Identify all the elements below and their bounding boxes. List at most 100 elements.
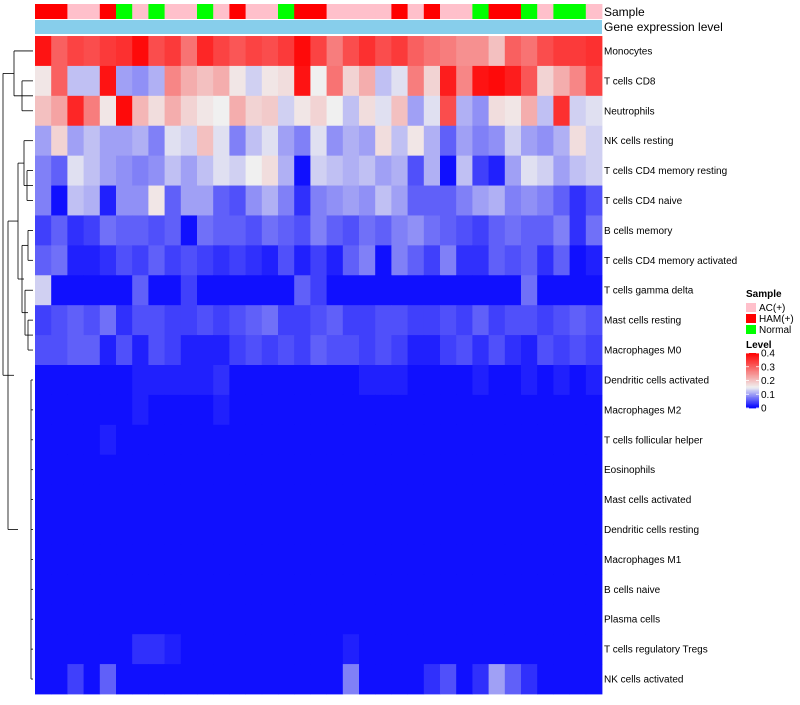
sample-annotation-cell bbox=[245, 4, 263, 19]
heatmap-cell bbox=[488, 604, 506, 635]
heatmap-cell bbox=[585, 125, 603, 157]
heatmap-cell bbox=[375, 365, 392, 396]
heatmap-cell bbox=[521, 664, 538, 695]
heatmap-cell bbox=[553, 95, 570, 127]
colorbar-step bbox=[746, 370, 759, 373]
heatmap-cell bbox=[310, 36, 327, 67]
heatmap-cell bbox=[391, 125, 408, 157]
heatmap-cell bbox=[359, 394, 376, 426]
heatmap-cell bbox=[148, 125, 165, 157]
heatmap-cell bbox=[423, 245, 441, 276]
heatmap-cell bbox=[197, 305, 214, 336]
heatmap-cell bbox=[229, 514, 246, 545]
heatmap-cell bbox=[294, 634, 311, 665]
heatmap-cell bbox=[342, 604, 360, 635]
heatmap-cell bbox=[197, 245, 214, 276]
heatmap-cell bbox=[116, 185, 133, 216]
heatmap-cell bbox=[116, 634, 133, 665]
heatmap-cell bbox=[229, 664, 246, 695]
heatmap-cell bbox=[51, 305, 68, 336]
heatmap-cell bbox=[342, 574, 360, 605]
heatmap-cell bbox=[164, 664, 182, 695]
heatmap-cell bbox=[51, 95, 68, 127]
heatmap-cell bbox=[472, 335, 489, 366]
heatmap-cell bbox=[278, 125, 295, 157]
heatmap-cell bbox=[391, 424, 408, 456]
sample-annotation-cell bbox=[375, 4, 392, 19]
heatmap-cell bbox=[116, 95, 133, 127]
heatmap-cell bbox=[488, 424, 506, 456]
heatmap-cell bbox=[83, 305, 101, 336]
colorbar-step bbox=[746, 406, 759, 409]
heatmap-cell bbox=[51, 514, 68, 545]
heatmap-cell bbox=[229, 544, 246, 575]
heatmap-cell bbox=[278, 664, 295, 695]
heatmap-cell bbox=[229, 245, 246, 276]
colorbar-step bbox=[746, 372, 759, 375]
expression-level-track bbox=[35, 20, 602, 34]
heatmap-cell bbox=[261, 215, 279, 246]
heatmap-cell bbox=[132, 514, 149, 545]
heatmap-cell bbox=[294, 95, 311, 127]
heatmap-cell bbox=[407, 65, 425, 97]
heatmap-cell bbox=[197, 394, 214, 426]
heatmap-cell bbox=[440, 155, 457, 186]
heatmap-cell bbox=[553, 484, 570, 515]
colorbar-step bbox=[746, 386, 759, 388]
heatmap-cell bbox=[116, 484, 133, 515]
heatmap-cell bbox=[67, 305, 84, 336]
colorbar-tick-label: 0.2 bbox=[761, 376, 775, 387]
heatmap-cell bbox=[148, 514, 165, 545]
heatmap-cell bbox=[67, 155, 84, 186]
heatmap-cell bbox=[213, 275, 230, 306]
heatmap-cell bbox=[213, 574, 230, 605]
sample-legend-title: Sample bbox=[746, 289, 782, 300]
heatmap-cell bbox=[375, 484, 392, 515]
heatmap-cell bbox=[83, 185, 101, 216]
colorbar-step bbox=[746, 361, 759, 364]
heatmap-cell bbox=[375, 65, 392, 97]
heatmap-cell bbox=[488, 335, 506, 366]
heatmap-cell bbox=[261, 65, 279, 97]
heatmap-cell bbox=[83, 604, 101, 635]
heatmap-cell bbox=[51, 394, 68, 426]
heatmap-cell bbox=[278, 454, 295, 486]
heatmap-cell bbox=[83, 574, 101, 605]
heatmap-cell bbox=[180, 245, 198, 276]
colorbar-step bbox=[746, 358, 759, 361]
heatmap-cell bbox=[375, 95, 392, 127]
heatmap-cell bbox=[245, 484, 263, 515]
heatmap-cell bbox=[116, 335, 133, 366]
heatmap-cell bbox=[51, 634, 68, 665]
heatmap-cell bbox=[504, 514, 522, 545]
heatmap-cell bbox=[423, 335, 441, 366]
heatmap-cell bbox=[504, 155, 522, 186]
heatmap-cell bbox=[229, 604, 246, 635]
colorbar-step bbox=[746, 398, 759, 401]
heatmap-cell bbox=[537, 365, 554, 396]
heatmap-cell bbox=[197, 125, 214, 157]
heatmap-cell bbox=[375, 155, 392, 186]
heatmap-cell bbox=[585, 65, 603, 97]
heatmap-cell bbox=[407, 664, 425, 695]
heatmap-cell bbox=[456, 185, 473, 216]
heatmap-cell bbox=[456, 155, 473, 186]
heatmap-cell bbox=[569, 185, 587, 216]
heatmap-cell bbox=[213, 95, 230, 127]
heatmap-cell bbox=[569, 125, 587, 157]
heatmap-cell bbox=[310, 424, 327, 456]
heatmap-cell bbox=[261, 125, 279, 157]
heatmap-cell bbox=[245, 604, 263, 635]
heatmap-cell bbox=[310, 215, 327, 246]
heatmap-cell bbox=[407, 95, 425, 127]
heatmap-cell bbox=[326, 424, 344, 456]
row-label: T cells CD4 naive bbox=[604, 196, 683, 207]
heatmap-cell bbox=[229, 424, 246, 456]
heatmap-cell bbox=[180, 155, 198, 186]
heatmap-cell bbox=[164, 36, 182, 67]
heatmap-cell bbox=[99, 604, 117, 635]
heatmap-cell bbox=[83, 454, 101, 486]
heatmap-cell bbox=[213, 65, 230, 97]
heatmap-cell bbox=[440, 394, 457, 426]
heatmap-cell bbox=[294, 664, 311, 695]
